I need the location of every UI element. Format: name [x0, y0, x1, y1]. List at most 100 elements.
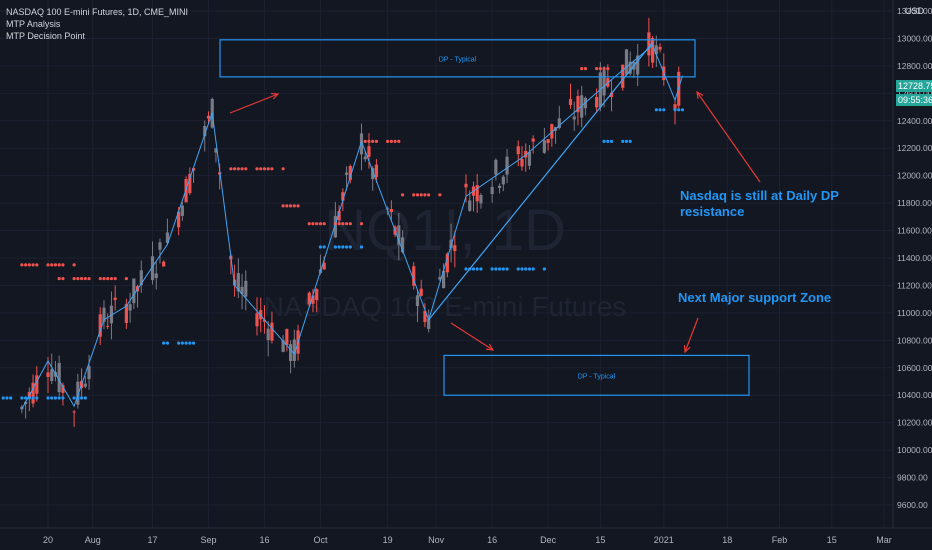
x-tick-label: Feb [772, 535, 788, 545]
sell-dot [266, 167, 270, 171]
buy-dot [673, 108, 677, 112]
y-tick-label: 12000.00 [897, 171, 932, 181]
candle-body [61, 385, 65, 393]
dp-zone-resistance [219, 39, 696, 78]
candle-body [386, 208, 390, 210]
candle-body [31, 382, 35, 404]
sell-dot [419, 193, 423, 197]
buy-dot [341, 245, 345, 249]
sell-dot [57, 263, 61, 267]
candle-body [214, 148, 218, 153]
buy-dot [72, 396, 76, 400]
annotation-arrows [229, 90, 761, 354]
buy-dot [322, 245, 326, 249]
candle-body [285, 329, 289, 345]
buy-dot [662, 108, 666, 112]
y-tick-label: 13200.00 [897, 6, 932, 16]
candle-body [412, 266, 416, 286]
sell-dot [233, 167, 237, 171]
buy-dot [520, 267, 524, 271]
y-tick-label: 11000.00 [897, 308, 932, 318]
candle-body [550, 124, 554, 139]
watermark-ticker: NQ1!, 1D [324, 198, 566, 263]
candle-body [490, 186, 494, 195]
buy-dot [658, 108, 662, 112]
sell-dot [602, 67, 606, 71]
candle-body [453, 245, 457, 252]
zigzag-line [21, 44, 683, 410]
buy-dot [61, 396, 65, 400]
y-tick-label: 9800.00 [897, 473, 928, 483]
candle-body [262, 319, 267, 322]
sell-dot [113, 276, 117, 281]
candle-body [98, 314, 102, 337]
x-tick-label: Mar [876, 535, 892, 545]
buy-dot [31, 396, 35, 400]
indicator-mtp-analysis[interactable]: MTP Analysis [6, 19, 61, 29]
sell-dot [35, 263, 39, 267]
trendline [428, 42, 654, 321]
time-axis[interactable]: 20 Aug 17 Sep 16 Oct 19 Nov 16 Dec 15 2021 18 Feb 15 Ma… [0, 527, 932, 545]
sell-dot [229, 167, 233, 171]
currency-label[interactable]: USD [904, 6, 924, 16]
indicator-mtp-decision-point[interactable]: MTP Decision Point [6, 31, 85, 41]
buy-dot [191, 341, 196, 345]
x-tick-label: 20 [43, 535, 53, 545]
candle-body [236, 273, 240, 292]
sell-dot [27, 263, 31, 267]
support-note: Next Major support Zone [678, 290, 832, 305]
sell-dot [359, 222, 364, 226]
buy-dot [333, 245, 337, 249]
buy-dot [501, 267, 505, 271]
y-tick-label: 11600.00 [897, 226, 932, 236]
candle-body [651, 38, 655, 63]
candle-body [497, 185, 502, 189]
candle-body [628, 61, 632, 74]
candle-body [206, 115, 211, 119]
sell-dot [311, 222, 315, 226]
candle-body [576, 96, 580, 113]
candle-body [348, 166, 352, 180]
sell-dot [236, 167, 240, 171]
sell-dot [583, 67, 588, 71]
candle-body [266, 328, 270, 341]
y-tick-label: 12400.00 [897, 116, 932, 126]
y-tick-label: 11400.00 [897, 253, 932, 263]
price-axis[interactable]: 9600.00 9800.00 10000.00 10200.00 10400.00 10… [892, 0, 932, 528]
candle-body [609, 92, 614, 97]
buy-dot [542, 267, 546, 271]
sell-dot [79, 276, 84, 281]
sell-dot [386, 139, 390, 143]
candle-body [106, 325, 110, 327]
candle-body [359, 133, 364, 155]
x-tick-label: Nov [428, 535, 445, 545]
sell-dot [363, 139, 367, 143]
candle-body [397, 225, 401, 245]
candle-body [180, 205, 184, 216]
price-labels: 12728.75 09:55:36 [896, 80, 932, 106]
sell-dot [344, 222, 349, 226]
buy-dot [624, 139, 629, 143]
candle-body [341, 192, 345, 201]
x-tick-label: 18 [722, 535, 732, 545]
sell-dot [109, 276, 114, 281]
sell-dot [315, 222, 319, 226]
candle-body [139, 270, 143, 286]
dp-zone-label: DP - Typical [578, 373, 616, 380]
candle-body [501, 176, 505, 185]
candle-body [654, 45, 658, 55]
candle-body [188, 173, 192, 194]
sell-dot [598, 67, 602, 71]
sell-dot [259, 167, 263, 171]
countdown-tag [896, 94, 932, 106]
candle-body [83, 383, 87, 387]
symbol-title[interactable]: NASDAQ 100 E-mini Futures, 1D, CME_MINI [6, 7, 189, 17]
candle-body [307, 292, 311, 305]
candle-body [333, 215, 337, 238]
x-tick-label: 2021 [654, 535, 674, 545]
sell-dot [20, 263, 24, 267]
candle-body [400, 237, 405, 253]
candle-body [132, 278, 136, 304]
y-tick-label: 12200.00 [897, 143, 932, 153]
